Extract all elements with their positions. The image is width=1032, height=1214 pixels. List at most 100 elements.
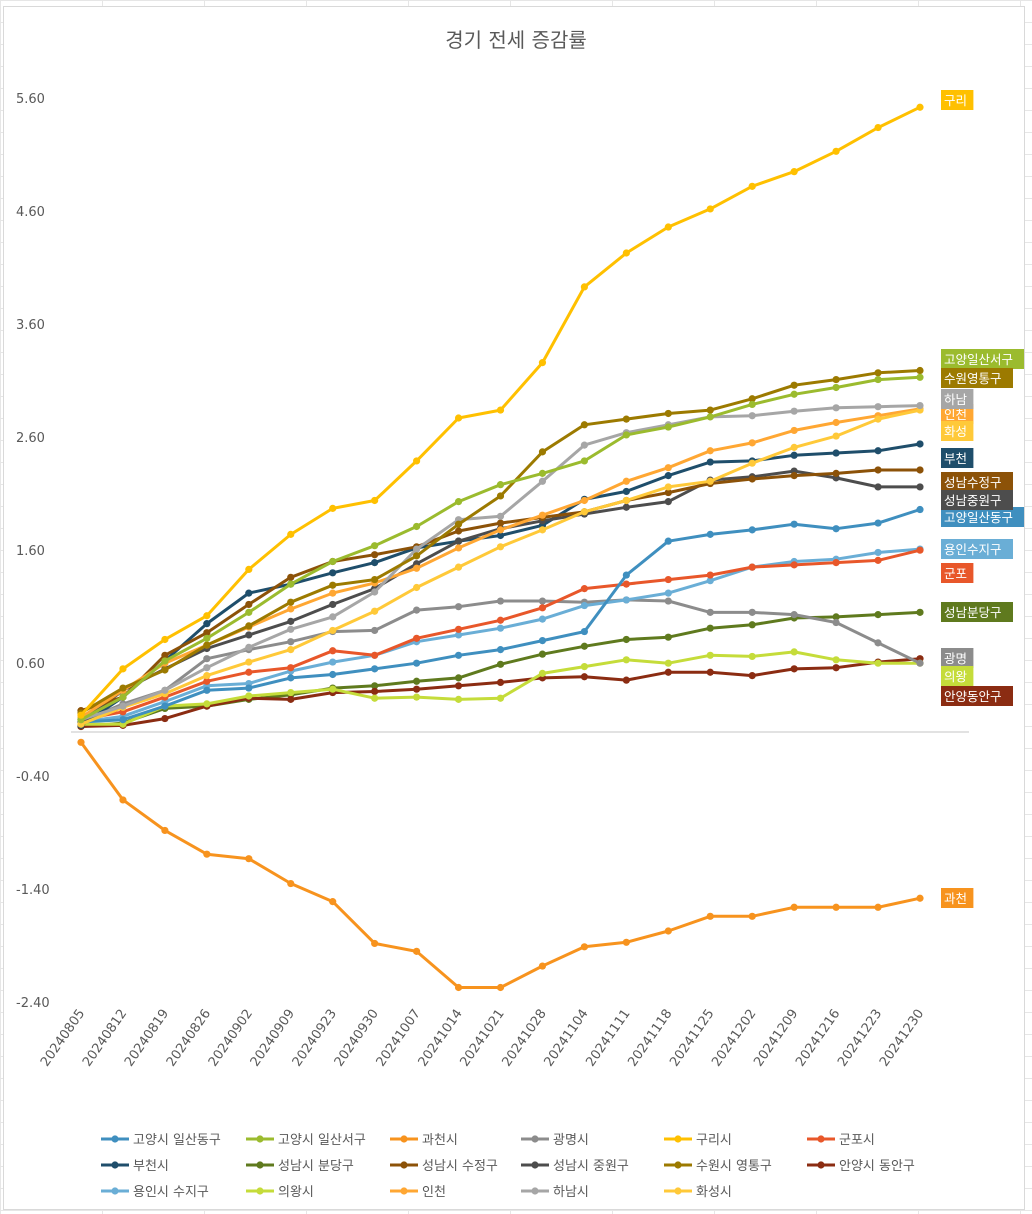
end-label-bg: [941, 421, 974, 441]
end-label-bg: [941, 490, 1013, 510]
data-point: [580, 283, 589, 291]
legend-swatch-marker: [674, 1161, 682, 1169]
end-label-bg: [941, 563, 974, 583]
data-point: [538, 448, 547, 456]
y-tick-label: -2.40: [16, 996, 50, 1011]
legend-label: 광명시: [553, 1133, 589, 1148]
data-point: [454, 498, 463, 506]
data-point: [371, 542, 379, 550]
y-tick-label: 3.60: [16, 318, 45, 333]
data-point: [496, 512, 505, 520]
data-point: [287, 625, 295, 633]
data-point: [287, 530, 295, 538]
legend-swatch-marker: [817, 1161, 825, 1169]
data-point: [496, 526, 505, 534]
data-point: [245, 565, 253, 574]
data-point: [245, 684, 253, 692]
data-point: [203, 700, 211, 708]
data-point: [748, 608, 756, 616]
data-point: [580, 601, 589, 610]
legend-swatch-marker: [531, 1135, 539, 1143]
data-point: [287, 646, 295, 654]
data-point: [622, 496, 630, 505]
legend-label: 화성시: [696, 1185, 732, 1200]
data-point: [454, 527, 463, 535]
data-point: [580, 421, 589, 429]
legend-label: 군포시: [839, 1133, 875, 1148]
legend-item: 의왕시: [246, 1185, 314, 1200]
data-point: [371, 575, 379, 584]
data-point: [706, 458, 714, 466]
legend-label: 고양시 일산서구: [278, 1133, 366, 1148]
data-point: [371, 559, 379, 567]
legend-swatch-marker: [674, 1135, 682, 1143]
data-point: [664, 472, 672, 480]
data-point: [496, 406, 505, 414]
end-label: 의왕: [941, 666, 974, 686]
data-point: [413, 659, 421, 667]
data-point: [496, 531, 505, 540]
legend-label: 하남시: [553, 1185, 589, 1200]
data-point: [413, 564, 421, 572]
end-label-text: 성남수정구: [944, 475, 1002, 490]
y-tick-label: -1.40: [16, 883, 50, 898]
data-point: [664, 409, 672, 418]
data-point: [622, 415, 630, 423]
data-point: [664, 668, 672, 676]
y-tick-label: -0.40: [16, 770, 50, 785]
data-point: [874, 556, 882, 564]
data-point: [664, 483, 672, 491]
data-point: [496, 597, 505, 605]
legend-swatch-marker: [817, 1135, 825, 1143]
legend-item: 인천: [390, 1185, 446, 1200]
data-point: [203, 634, 211, 642]
end-label: 화성: [941, 421, 974, 441]
data-point: [748, 412, 756, 420]
data-point: [832, 559, 840, 567]
end-label: 광명: [941, 648, 974, 668]
data-point: [161, 714, 169, 723]
data-point: [203, 677, 211, 685]
data-point: [413, 634, 421, 642]
end-label-bg: [941, 472, 1013, 492]
end-label: 성남분당구: [941, 602, 1013, 622]
data-point: [748, 400, 756, 409]
data-point: [748, 459, 756, 467]
end-label-bg: [941, 648, 974, 668]
end-label: 구리: [941, 90, 974, 110]
data-point: [748, 621, 756, 629]
data-point: [748, 912, 756, 920]
data-point: [706, 447, 714, 455]
data-point: [664, 537, 672, 545]
end-label-text: 구리: [944, 93, 967, 108]
data-point: [874, 447, 882, 455]
data-point: [287, 573, 295, 581]
data-point: [874, 375, 882, 384]
end-label-bg: [941, 888, 974, 908]
series-line: [79, 741, 921, 989]
data-point: [329, 685, 337, 693]
data-point: [832, 375, 840, 384]
data-point: [413, 685, 421, 693]
data-point: [790, 520, 798, 528]
data-point: [790, 451, 798, 459]
data-point: [287, 580, 295, 588]
data-point: [916, 505, 924, 514]
data-point: [161, 686, 169, 694]
legend-label: 용인시 수지구: [133, 1185, 209, 1200]
data-point: [538, 669, 547, 677]
end-label-text: 고양일산동구: [944, 510, 1013, 525]
chart-area[interactable]: 경기 전세 증감률 5.60 4.60 3.60 2.60 1.60 0.60 -0.40 -…: [3, 6, 1025, 1210]
data-point: [622, 676, 630, 684]
data-point: [664, 633, 672, 641]
data-point: [245, 668, 253, 676]
data-point: [538, 650, 547, 658]
data-point: [287, 605, 295, 613]
data-point: [916, 440, 924, 448]
data-point: [119, 702, 127, 710]
data-point: [454, 625, 463, 633]
data-point: [77, 738, 85, 746]
data-point: [832, 613, 840, 621]
legend-item: 성남시 중원구: [521, 1159, 629, 1174]
